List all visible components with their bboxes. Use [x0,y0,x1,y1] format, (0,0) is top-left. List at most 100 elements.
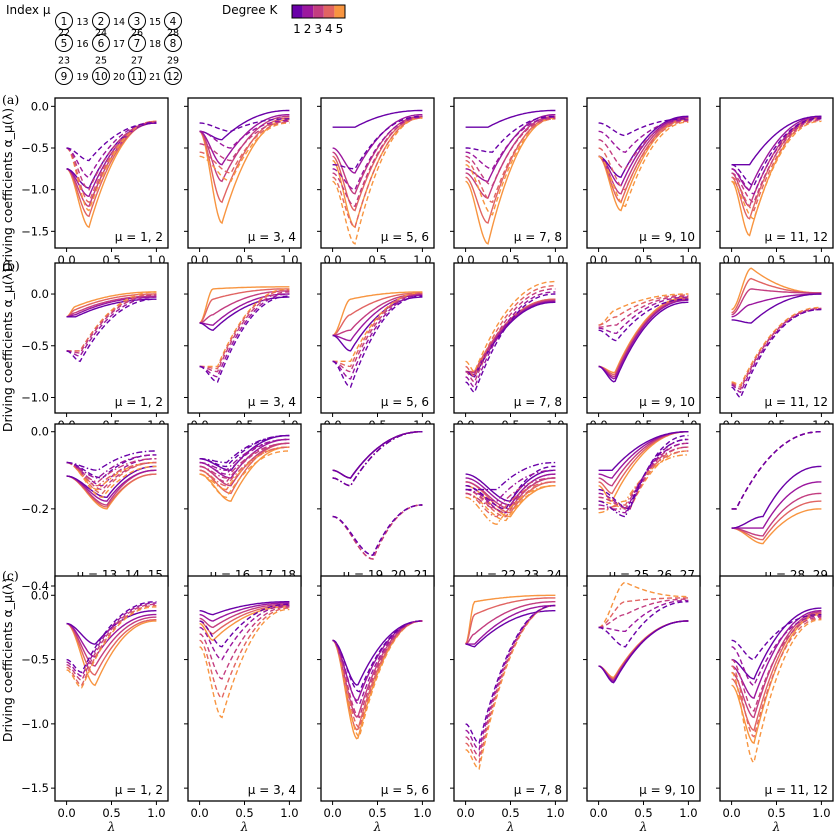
x-tick-label: 0.5 [767,806,785,820]
index-node-label: 9 [61,71,68,83]
series-line [199,604,290,661]
series-line [731,308,822,394]
index-node [164,12,182,30]
series-line [332,292,423,368]
series-line [731,119,822,204]
series-line [465,604,556,751]
series-line [731,613,822,661]
chart-panel: 0.00.51.0λμ = 16, 17, 18 [184,423,302,619]
panel-frame [719,97,834,249]
panel-label-c: (c) [2,568,19,583]
series-line [465,473,556,514]
series-line [598,450,689,510]
series-line [199,442,290,483]
index-edge-label: 16 [76,39,88,50]
panel-frame [453,97,568,249]
panel-frame [187,262,302,414]
index-node-label: 6 [98,38,105,50]
series-line [731,118,822,195]
chart-panel: 0.00.51.0λμ = 11, 12 [716,97,834,281]
index-edge-label: 13 [76,17,88,28]
x-axis-label: λ [639,820,648,834]
series-line [66,122,157,189]
x-tick-label: 0.0 [323,806,341,820]
ylabel-a: Driving coefficients α_μ(λ) [0,108,15,272]
series-line [66,296,157,318]
index-edge-label: 24 [95,28,107,39]
series-line [731,500,822,541]
x-tick-label: 0.0 [456,806,474,820]
series-line [598,601,689,648]
series-line [598,598,689,629]
index-node-label: 7 [134,38,141,50]
series-line [66,454,157,479]
chart-panel: 0.00.51.0λμ = 3, 4 [184,97,302,281]
series-line [66,450,157,472]
series-line [598,296,689,374]
degree-swatch [292,5,303,18]
index-node-label: 1 [61,16,68,28]
y-tick-label: −0.5 [21,339,49,353]
chart-panel: 0.00.51.0λμ = 9, 10 [583,262,701,446]
series-line [199,288,290,368]
index-node-label: 4 [170,16,177,28]
panel-title: μ = 11, 12 [765,395,829,409]
degree-swatch [334,5,345,18]
y-tick-label: −0.2 [21,502,49,516]
x-tick-label: 1.0 [679,806,697,820]
panel-label-a: (a) [2,92,19,107]
index-edge-label: 17 [113,39,125,50]
index-edge-label: 27 [131,56,143,67]
series-line [66,293,157,318]
series-line [598,620,689,684]
series-line [332,620,423,719]
series-line [598,450,689,510]
series-line [731,481,822,529]
series-line [598,438,689,518]
series-line [465,117,556,187]
series-line [66,291,157,318]
series-line [465,109,556,128]
series-line [465,461,556,491]
panel-title: μ = 9, 10 [639,395,695,409]
panel-title: μ = 5, 6 [381,395,429,409]
index-node [128,34,146,52]
index-node-label: 11 [130,71,143,83]
series-line [731,607,822,680]
series-line [465,604,556,645]
series-line [731,615,822,687]
degree-colorbar-frame [291,4,346,19]
series-line [465,465,556,510]
series-line [731,119,822,212]
series-line [332,620,423,738]
index-node-label: 5 [61,38,68,50]
degree-tick-label: 5 [336,22,344,36]
series-line [598,295,689,328]
panel-title: μ = 5, 6 [381,230,429,244]
y-tick-label: −1.5 [21,224,49,238]
series-line [199,442,290,479]
series-line [199,450,290,499]
series-line [731,610,822,699]
index-node [128,12,146,30]
panel-frame [320,575,435,802]
series-line [66,619,157,676]
series-line [465,604,556,745]
x-tick-label: 0.5 [368,806,386,820]
series-line [598,299,689,380]
series-line [731,117,822,187]
panel-frame [320,97,435,249]
series-line [332,292,423,337]
series-line [199,434,290,472]
index-node [55,12,73,30]
series-line [598,301,689,383]
series-line [598,597,689,629]
series-line [598,121,689,208]
x-tick-label: 0.0 [57,806,75,820]
series-line [731,288,822,316]
chart-panel: 0.00.51.0λμ = 7, 8 [450,262,568,446]
series-line [332,293,423,373]
index-edge-label: 20 [113,72,125,83]
